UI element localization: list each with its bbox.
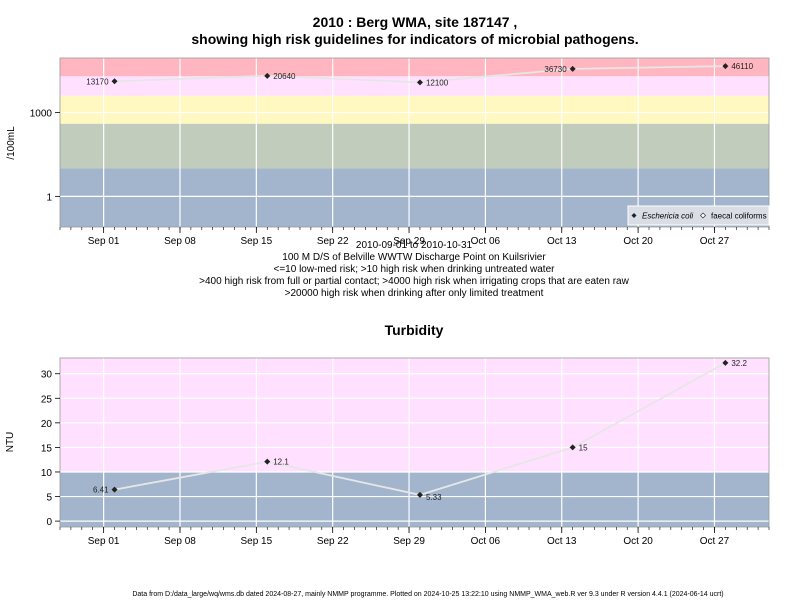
chart2-marks: 6.41 12.1 5.33 15 32.2: [93, 359, 748, 502]
chart1-data-point: [111, 78, 118, 85]
chart2-xtick-label: Sep 15: [240, 536, 272, 547]
chart2-risk-band: [60, 358, 769, 472]
chart1-xtick-label: Sep 29: [393, 236, 425, 247]
chart1-data-point: [264, 72, 271, 79]
chart2-ytick-label: 20: [41, 419, 53, 430]
chart2-xtick-label: Oct 13: [547, 536, 577, 547]
chart1-xtick-label: Oct 13: [547, 236, 577, 247]
chart2-data-label: 5.33: [426, 493, 442, 502]
legend-faecal-marker: [700, 212, 706, 219]
chart2-data-point: [416, 491, 423, 498]
chart2-xtick-label: Sep 22: [317, 536, 349, 547]
chart1-caption-1: 2010-09-01 to 2010-10-31: [356, 240, 473, 251]
chart2-axes: 0 5 10 15 20 25 30 Sep 01 Sep 08 Sep 15 Sep 22 Sep …: [41, 357, 770, 547]
chart2-ytick-label: 10: [41, 468, 53, 479]
chart2-xtick-label: Sep 29: [393, 536, 425, 547]
chart2-ytick-label: 30: [41, 370, 53, 381]
chart2-ytick-label: 5: [46, 493, 52, 504]
chart2-xtick-label: Sep 08: [164, 536, 196, 547]
legend-box: [627, 205, 770, 226]
chart2-data-point: [722, 359, 729, 366]
chart2-xtick-label: Oct 20: [623, 536, 653, 547]
chart2-plot-area: [60, 358, 769, 527]
chart1-data-label: 13170: [86, 77, 109, 86]
chart1-caption-2: 100 M D/S of Belville WWTW Discharge Poi…: [282, 252, 546, 263]
footer-note: Data from D:/data_large/wq/wms.db dated …: [132, 591, 723, 598]
chart1-ytick-label: 1: [46, 192, 52, 203]
chart1-risk-band: [60, 123, 769, 169]
chart1-risk-band: [60, 76, 769, 96]
chart2-xtick-label: Oct 27: [700, 536, 730, 547]
chart2-data-label: 32.2: [731, 359, 747, 368]
chart1-caption-5: >20000 high risk when drinking after onl…: [285, 288, 544, 299]
chart2-data-point: [569, 444, 576, 451]
chart1-risk-band: [60, 58, 769, 77]
chart2-ytick-label: 15: [41, 443, 53, 454]
chart1-data-point: [416, 79, 423, 86]
chart1-legend: Eschericia coli faecal coliforms: [627, 205, 770, 226]
chart2-xtick-label: Oct 06: [471, 536, 501, 547]
chart1-xtick-label: Oct 06: [471, 236, 501, 247]
chart1-xtick-label: Sep 22: [317, 236, 349, 247]
chart1-risk-band: [60, 95, 769, 124]
chart1-ylabel: /100mL: [6, 126, 17, 160]
chart2-xtick-label: Sep 01: [88, 536, 120, 547]
chart1-frame: [59, 57, 770, 228]
chart1-xtick-label: Sep 15: [240, 236, 272, 247]
chart1-xtick-label: Sep 01: [88, 236, 120, 247]
chart1-data-label: 20640: [273, 72, 296, 81]
chart1-subtitle: showing high risk guidelines for indicat…: [191, 31, 638, 47]
chart2-ylabel: NTU: [5, 432, 16, 453]
chart2-data-label: 15: [579, 443, 588, 452]
chart2-ytick-label: 25: [41, 394, 53, 405]
chart1-data-label: 12100: [426, 78, 449, 87]
legend-faecal-label: faecal coliforms: [711, 212, 767, 221]
chart2-data-point: [264, 458, 271, 465]
chart1-ytick-label: 1000: [30, 109, 53, 120]
chart2-frame: [59, 357, 770, 528]
chart2-risk-band: [60, 471, 769, 527]
chart1-data-point: [722, 63, 729, 70]
chart1-caption-4: >400 high risk from full or partial cont…: [199, 276, 629, 287]
legend-ecoli-marker: [631, 213, 637, 218]
chart1-caption-3: <=10 low-med risk; >10 high risk when dr…: [274, 264, 556, 275]
chart2-ytick-label: 0: [46, 517, 52, 528]
chart1-title: 2010 : Berg WMA, site 187147 ,: [313, 14, 518, 30]
chart2-data-label: 6.41: [93, 486, 109, 495]
legend-ecoli-label: Eschericia coli: [642, 212, 693, 221]
chart2-data-point: [111, 486, 118, 493]
chart1-data-point: [569, 65, 576, 72]
chart1-marks: 13170 20640 12100 36730 46110: [86, 62, 753, 87]
chart1-xtick-label: Oct 20: [623, 236, 653, 247]
chart1-data-label: 36730: [544, 65, 567, 74]
chart1-axes: 1 1000 Sep 01 Sep 08 Sep 15 Sep 22 Sep 29 Oct 0…: [30, 57, 770, 247]
chart1-data-label: 46110: [731, 62, 753, 71]
chart2-title: Turbidity: [385, 322, 444, 338]
chart1-xtick-label: Sep 08: [164, 236, 196, 247]
chart1-plot-area: [60, 58, 769, 227]
chart1-xtick-label: Oct 27: [700, 236, 730, 247]
chart2-data-label: 12.1: [273, 458, 289, 467]
